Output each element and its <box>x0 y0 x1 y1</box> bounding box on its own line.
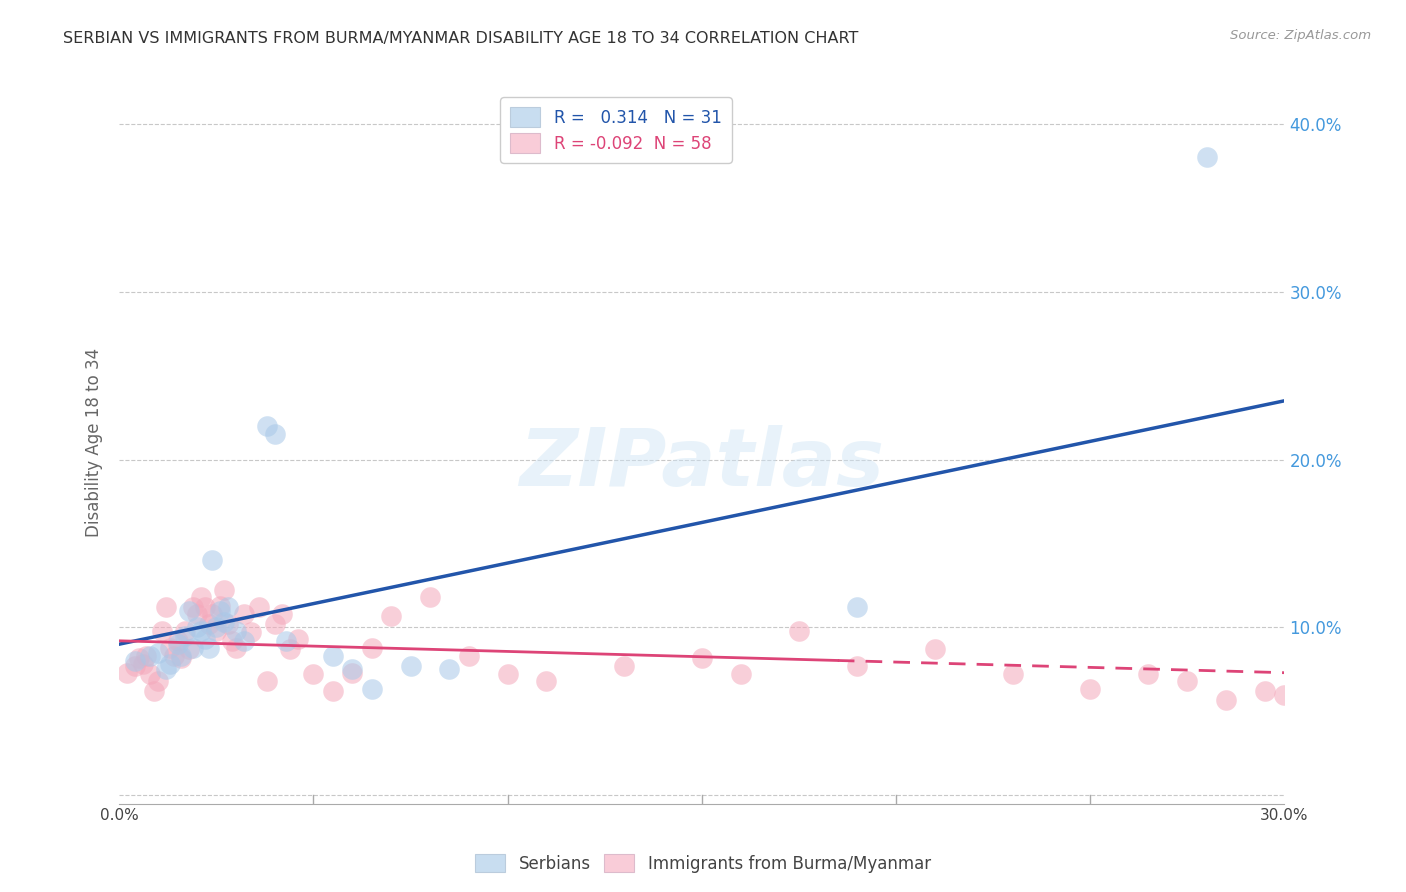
Point <box>150 624 173 638</box>
Point <box>322 648 344 663</box>
Point <box>342 662 364 676</box>
Point <box>124 659 146 673</box>
Point <box>179 642 201 657</box>
Point <box>209 604 232 618</box>
Point <box>256 674 278 689</box>
Point <box>205 624 228 638</box>
Point <box>143 684 166 698</box>
Point <box>924 642 946 657</box>
Point <box>1001 667 1024 681</box>
Point <box>139 667 162 681</box>
Point <box>159 640 181 655</box>
Point <box>276 633 298 648</box>
Point <box>146 646 169 660</box>
Point <box>181 640 204 655</box>
Point <box>846 659 869 673</box>
Point <box>212 583 235 598</box>
Point <box>166 637 188 651</box>
Point <box>194 632 217 647</box>
Text: SERBIAN VS IMMIGRANTS FROM BURMA/MYANMAR DISABILITY AGE 18 TO 34 CORRELATION CHA: SERBIAN VS IMMIGRANTS FROM BURMA/MYANMAR… <box>63 31 859 46</box>
Point <box>1078 682 1101 697</box>
Point <box>166 633 188 648</box>
Point <box>205 620 228 634</box>
Point <box>1175 674 1198 689</box>
Point <box>1254 684 1277 698</box>
Point <box>146 674 169 689</box>
Point <box>240 625 263 640</box>
Point <box>209 599 232 613</box>
Point <box>232 607 254 621</box>
Point <box>457 648 479 663</box>
Point <box>201 607 224 621</box>
Point <box>271 607 294 621</box>
Point <box>155 662 177 676</box>
Point <box>217 600 239 615</box>
Point <box>360 640 382 655</box>
Point <box>278 642 301 657</box>
Point <box>135 648 157 663</box>
Point <box>232 633 254 648</box>
Point <box>190 624 212 638</box>
Point <box>263 427 285 442</box>
Point <box>197 617 219 632</box>
Point <box>170 648 193 663</box>
Point <box>225 640 247 655</box>
Point <box>197 640 219 655</box>
Point <box>128 650 150 665</box>
Point <box>256 419 278 434</box>
Point <box>613 659 636 673</box>
Legend: Serbians, Immigrants from Burma/Myanmar: Serbians, Immigrants from Burma/Myanmar <box>468 847 938 880</box>
Point <box>124 654 146 668</box>
Point <box>217 617 239 632</box>
Point <box>247 600 270 615</box>
Point <box>846 600 869 615</box>
Point <box>342 665 364 680</box>
Point <box>263 617 285 632</box>
Point <box>212 615 235 630</box>
Point <box>1195 150 1218 164</box>
Y-axis label: Disability Age 18 to 34: Disability Age 18 to 34 <box>86 348 103 537</box>
Point <box>399 659 422 673</box>
Point <box>496 667 519 681</box>
Point <box>225 624 247 638</box>
Legend: R =   0.314   N = 31, R = -0.092  N = 58: R = 0.314 N = 31, R = -0.092 N = 58 <box>501 97 731 162</box>
Point <box>170 650 193 665</box>
Text: Source: ZipAtlas.com: Source: ZipAtlas.com <box>1230 29 1371 42</box>
Point <box>1274 688 1296 702</box>
Text: ZIPatlas: ZIPatlas <box>519 425 884 503</box>
Point <box>174 629 197 643</box>
Point <box>322 684 344 698</box>
Point <box>131 657 153 672</box>
Point <box>190 590 212 604</box>
Point <box>439 662 461 676</box>
Point <box>787 624 810 638</box>
Point <box>221 633 243 648</box>
Point <box>194 600 217 615</box>
Point <box>536 674 558 689</box>
Point <box>380 608 402 623</box>
Point <box>690 650 713 665</box>
Point <box>1215 692 1237 706</box>
Point <box>360 682 382 697</box>
Point <box>155 600 177 615</box>
Point <box>159 657 181 672</box>
Point <box>186 620 208 634</box>
Point <box>181 600 204 615</box>
Point <box>201 553 224 567</box>
Point <box>163 648 186 663</box>
Point <box>139 648 162 663</box>
Point <box>419 590 441 604</box>
Point <box>115 665 138 680</box>
Point <box>302 667 325 681</box>
Point <box>174 624 197 638</box>
Point <box>1137 667 1160 681</box>
Point <box>179 604 201 618</box>
Point <box>186 607 208 621</box>
Point <box>287 632 309 647</box>
Point <box>730 667 752 681</box>
